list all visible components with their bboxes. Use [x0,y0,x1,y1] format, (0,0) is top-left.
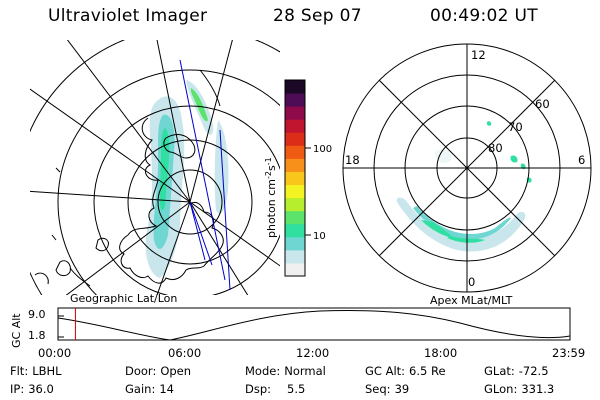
dsp-status: Dsp: 5.5 [245,382,306,396]
apex-polar-map: 12 18 6 0 60 70 80 Apex MLat/MLT [342,43,592,307]
coastline [34,69,224,287]
colorbar-cell [285,119,305,133]
colorbar-cell [285,210,305,225]
geographic-map: Geographic Lat/Lon [30,40,280,305]
ip-status: IP: 36.0 [10,382,54,396]
colorbar-cell [285,236,305,251]
gain-status: Gain: 14 [125,382,174,396]
colorbar-cell [285,171,305,186]
mlt-label-18: 18 [345,153,360,167]
xtick-0600: 06:00 [168,346,201,360]
altitude-curve [57,310,571,341]
mlt-label-6: 6 [578,153,585,167]
time-label: 00:49:02 UT [430,6,538,26]
geo-caption: Geographic Lat/Lon [70,292,177,305]
colorbar: 100 10 photon cm-2s-1 [264,79,332,277]
flt-status: Flt: LBHL [10,364,62,378]
xtick-1200: 12:00 [296,346,329,360]
colorbar-tick-100: 100 [313,144,332,155]
xtick-0000: 00:00 [38,346,71,360]
seq-status: Seq: 39 [365,382,410,396]
colorbar-cell [285,262,305,277]
colorbar-label: photon cm-2s-1 [264,157,278,238]
colorbar-cell [285,158,305,172]
colorbar-tick-10: 10 [313,231,326,242]
mlat-label-80: 80 [488,141,503,155]
colorbar-cell [285,223,305,238]
app-title: Ultraviolet Imager [48,6,208,26]
colorbar-cell [285,249,305,264]
xtick-1800: 18:00 [424,346,457,360]
gcalt-status: GC Alt: 6.5 Re [365,364,446,378]
mlat-label-60: 60 [535,97,550,111]
mlt-label-12: 12 [471,48,486,62]
altitude-ytick-1.8: 1.8 [28,329,46,342]
glon-status: GLon: 331.3 [484,382,555,396]
colorbar-cell [285,132,305,146]
colorbar-cell [285,93,305,107]
door-status: Door: Open [125,364,192,378]
mlt-label-0: 0 [468,275,475,289]
date-label: 28 Sep 07 [273,6,362,26]
altitude-ylabel: GC Alt [10,313,23,348]
colorbar-cell [285,80,305,94]
colorbar-cell [285,106,305,120]
colorbar-cell [285,197,305,212]
xtick-2359: 23:59 [552,346,585,360]
altitude-plot: GC Alt 9.0 1.8 00:00 06:00 12:00 18:00 2… [10,307,585,360]
glat-status: GLat: -72.5 [484,364,549,378]
aurora-emission-right [396,121,532,252]
apex-caption: Apex MLat/MLT [430,294,513,307]
colorbar-cell [285,184,305,199]
colorbar-cell [285,145,305,159]
altitude-ytick-9: 9.0 [28,308,46,321]
mlat-label-70: 70 [508,120,523,134]
mode-status: Mode: Normal [245,364,326,378]
